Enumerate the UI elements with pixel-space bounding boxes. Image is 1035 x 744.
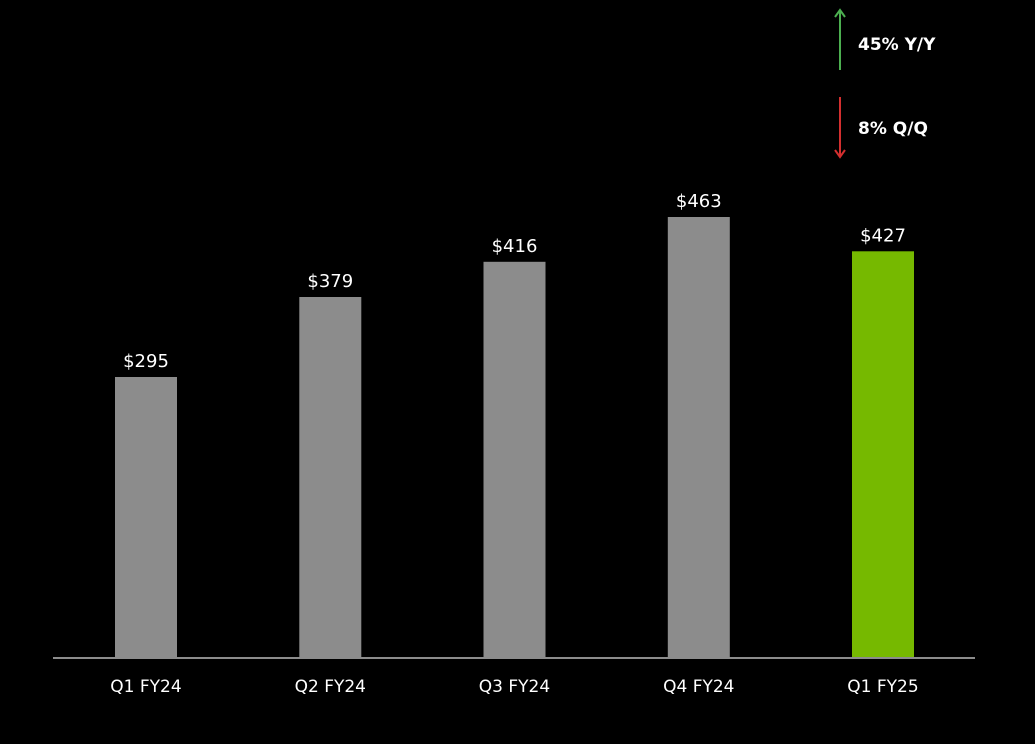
x-tick-label: Q2 FY24 xyxy=(295,677,366,697)
bars-group: $295 $379 $416 $463 $427 xyxy=(115,191,914,659)
bar-value-label: $379 xyxy=(307,271,353,292)
bar-value-label: $427 xyxy=(860,225,906,246)
x-tick-label: Q1 FY24 xyxy=(110,677,181,697)
bar-value-label: $463 xyxy=(676,191,722,212)
growth-callouts: 45% Y/Y 8% Q/Q xyxy=(834,8,936,159)
x-tick-labels: Q1 FY24 Q2 FY24 Q3 FY24 Q4 FY24 Q1 FY25 xyxy=(110,677,918,697)
bar-q1-fy24 xyxy=(115,377,177,658)
bar-value-label: $295 xyxy=(123,351,169,372)
bar-q1-fy25 xyxy=(852,251,914,659)
bar-q4-fy24 xyxy=(667,217,730,658)
arrow-head-icon xyxy=(834,8,846,18)
bar-q2-fy24 xyxy=(299,297,362,658)
qoq-callout: 8% Q/Q xyxy=(834,97,928,159)
x-tick-label: Q4 FY24 xyxy=(663,677,734,697)
x-tick-label: Q1 FY25 xyxy=(847,677,918,697)
x-tick-label: Q3 FY24 xyxy=(479,677,550,697)
callout-label: 8% Q/Q xyxy=(858,119,928,139)
arrow-head-icon xyxy=(834,149,846,159)
callout-label: 45% Y/Y xyxy=(858,35,936,55)
bar-value-label: $416 xyxy=(492,236,538,257)
bar-q3-fy24 xyxy=(483,261,546,658)
yoy-callout: 45% Y/Y xyxy=(834,8,936,70)
